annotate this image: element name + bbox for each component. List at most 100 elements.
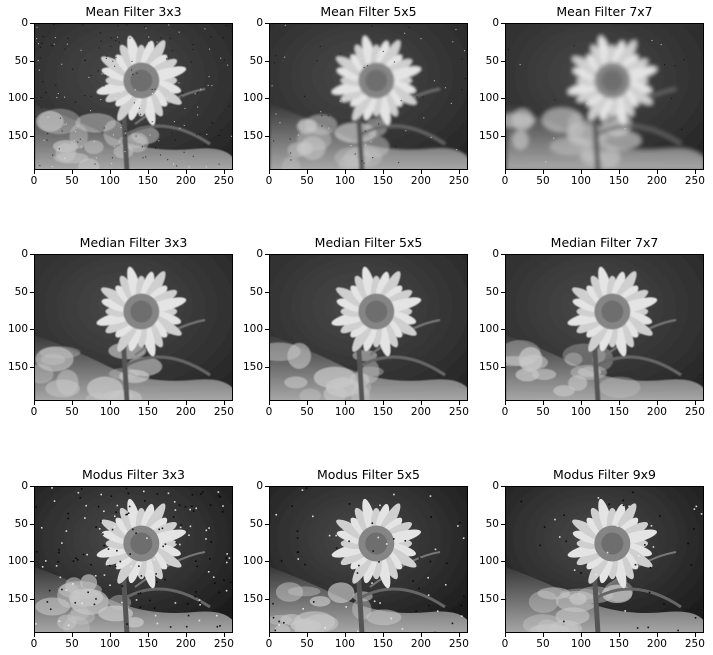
image-axes (269, 23, 468, 170)
x-tick-label: 0 (30, 175, 38, 187)
y-tick (501, 523, 505, 525)
x-tick-label: 0 (265, 406, 273, 418)
panel-modus-3x3: Modus Filter 3x3 0 50 100 150 200 250 0 50 100 15… (0, 463, 239, 655)
y-tick (30, 23, 34, 24)
x-tick (223, 170, 225, 174)
x-tick-label: 50 (300, 406, 314, 418)
y-tick (501, 599, 505, 601)
x-tick (147, 401, 149, 405)
x-tick (542, 170, 544, 174)
y-tick-label: 0 (492, 480, 499, 492)
x-tick (109, 401, 111, 405)
x-tick (580, 170, 582, 174)
y-tick (265, 523, 269, 525)
x-tick (185, 633, 187, 637)
x-tick-label: 50 (536, 175, 550, 187)
y-tick (265, 561, 269, 563)
x-tick (505, 401, 506, 405)
y-tick-label: 0 (21, 248, 28, 260)
y-tick (30, 291, 34, 293)
y-tick-label: 0 (256, 248, 263, 260)
x-tick-label: 100 (570, 638, 591, 650)
y-tick (265, 367, 269, 369)
x-tick-label: 250 (448, 638, 469, 650)
y-tick (30, 254, 34, 255)
x-tick (185, 401, 187, 405)
y-tick (30, 329, 34, 331)
y-tick (265, 136, 269, 138)
x-tick-label: 0 (30, 406, 38, 418)
x-tick-label: 100 (334, 638, 355, 650)
panel-median-7x7: Median Filter 7x7 0 50 100 150 200 250 0 50 100 1… (471, 231, 710, 423)
x-tick (542, 633, 544, 637)
y-tick-label: 0 (21, 17, 28, 29)
y-tick-label: 100 (242, 323, 263, 336)
panel-median-3x3: Median Filter 3x3 0 50 100 150 200 250 0 50 100 1… (0, 231, 239, 423)
y-tick (30, 136, 34, 138)
x-tick-label: 200 (175, 638, 196, 650)
y-tick-label: 0 (21, 480, 28, 492)
x-tick-label: 250 (213, 406, 234, 418)
y-tick (30, 60, 34, 62)
x-tick (580, 633, 582, 637)
x-tick (618, 401, 620, 405)
x-tick (420, 401, 422, 405)
y-tick-label: 50 (485, 54, 499, 67)
x-tick-label: 150 (137, 406, 158, 418)
x-tick (269, 401, 270, 405)
x-tick (505, 633, 506, 637)
x-tick (223, 633, 225, 637)
x-tick (344, 170, 346, 174)
x-tick (382, 401, 384, 405)
x-tick (505, 170, 506, 174)
y-tick (265, 23, 269, 24)
y-tick (501, 486, 505, 487)
image-axes (34, 486, 233, 633)
filtered-image (270, 487, 467, 632)
filtered-image (35, 24, 232, 169)
x-tick-label: 200 (410, 175, 431, 187)
y-tick (265, 60, 269, 62)
y-tick-label: 50 (249, 517, 263, 530)
y-tick-label: 50 (14, 517, 28, 530)
x-tick-label: 200 (646, 175, 667, 187)
y-tick-label: 50 (249, 285, 263, 298)
x-tick (382, 633, 384, 637)
x-tick (694, 633, 696, 637)
filtered-image (35, 255, 232, 400)
panel-title: Modus Filter 9x9 (552, 467, 656, 482)
y-tick (265, 329, 269, 331)
x-tick (71, 401, 73, 405)
x-tick-label: 200 (175, 175, 196, 187)
y-tick (30, 599, 34, 601)
x-tick-label: 100 (99, 175, 120, 187)
x-tick-label: 100 (99, 638, 120, 650)
x-tick-label: 150 (372, 638, 393, 650)
x-tick (344, 633, 346, 637)
x-tick-label: 250 (213, 638, 234, 650)
y-tick-label: 150 (242, 130, 263, 143)
filtered-image (506, 487, 703, 632)
y-tick-label: 50 (485, 517, 499, 530)
panel-mean-5x5: Mean Filter 5x5 0 50 100 150 200 250 0 50 100 150 (235, 0, 474, 192)
y-tick-label: 100 (478, 92, 499, 105)
panel-modus-5x5: Modus Filter 5x5 0 50 100 150 200 250 0 50 100 15… (235, 463, 474, 655)
y-tick (30, 523, 34, 525)
x-tick (71, 633, 73, 637)
image-axes (505, 254, 704, 401)
y-tick (30, 98, 34, 100)
y-tick-label: 100 (478, 323, 499, 336)
y-tick-label: 150 (7, 361, 28, 374)
panel-title: Mean Filter 7x7 (556, 4, 653, 19)
y-tick-label: 100 (7, 555, 28, 568)
y-tick-label: 150 (478, 361, 499, 374)
x-tick-label: 150 (137, 175, 158, 187)
x-tick-label: 50 (65, 638, 79, 650)
x-tick (458, 170, 460, 174)
x-tick-label: 200 (646, 638, 667, 650)
x-tick (34, 401, 35, 405)
x-tick-label: 50 (300, 175, 314, 187)
y-tick (30, 486, 34, 487)
x-tick-label: 150 (137, 638, 158, 650)
y-tick (265, 599, 269, 601)
